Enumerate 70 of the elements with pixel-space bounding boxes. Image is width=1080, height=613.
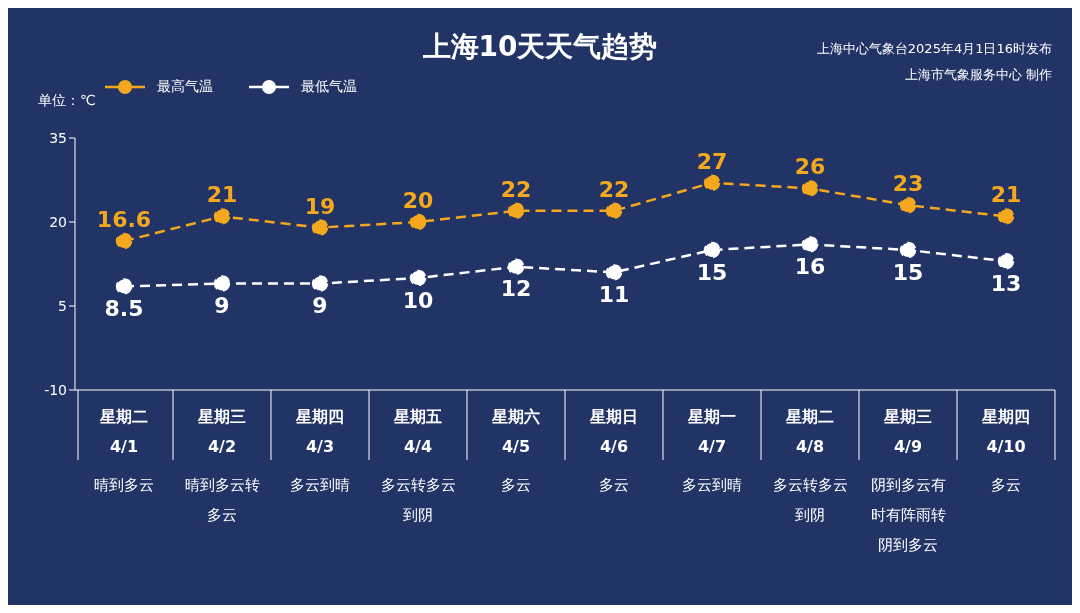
- data-label: 21: [206, 182, 238, 208]
- data-label: 16: [794, 254, 826, 280]
- x-tick-label: 星期三 4/9: [883, 407, 932, 456]
- point: [703, 174, 721, 192]
- data-label: 9: [214, 293, 230, 319]
- text: 多云: [501, 476, 531, 494]
- point: [703, 241, 721, 259]
- point: [801, 180, 819, 197]
- text: 多云: [599, 476, 629, 494]
- text: 晴到多云转多云: [184, 476, 260, 524]
- text: 多云转多云到阴: [772, 476, 848, 524]
- legend-label: 最低气温: [301, 78, 357, 96]
- x-tick-label: 星期四 4/3: [295, 407, 344, 456]
- point: [409, 213, 427, 231]
- x-tick-label: 星期一 4/7: [687, 407, 736, 456]
- point: [115, 232, 133, 250]
- text: 上海中心气象台2025年4月1日16时发布: [816, 40, 1052, 58]
- point: [997, 208, 1015, 225]
- data-label: 12: [500, 276, 532, 302]
- data-label: 10: [402, 287, 434, 313]
- text: 阴到多云有时有阵雨转阴到多云: [870, 476, 946, 554]
- point: [409, 269, 427, 287]
- data-label: 22: [500, 176, 532, 202]
- y-axis-title: 单位：℃: [38, 92, 96, 110]
- data-label: 20: [402, 188, 434, 213]
- data-label: 9: [312, 293, 328, 319]
- x-tick-label: 星期二 4/1: [99, 407, 148, 456]
- data-label: 22: [598, 176, 630, 202]
- text: 多云到晴: [682, 476, 742, 494]
- x-tick-label: 星期六 4/5: [491, 407, 540, 456]
- y-tick-label: -10: [44, 381, 67, 398]
- text: 多云转多云到阴: [380, 476, 456, 524]
- point: [213, 208, 231, 225]
- data-label: 23: [892, 171, 924, 197]
- y-tick-label: 5: [58, 297, 67, 314]
- x-tick-label: 星期三 4/2: [197, 407, 246, 456]
- text: 多云: [991, 476, 1021, 494]
- legend-label: 最高气温: [157, 78, 213, 96]
- y-tick-label: 35: [49, 129, 67, 146]
- point: [801, 236, 819, 253]
- data-label: 13: [990, 270, 1022, 296]
- point: [997, 252, 1015, 270]
- point: [899, 241, 917, 259]
- point: [507, 202, 525, 220]
- text: 上海市气象服务中心 制作: [903, 66, 1052, 84]
- data-label: 15: [892, 259, 924, 285]
- text: 多云到晴: [290, 476, 350, 494]
- data-label: 19: [304, 193, 336, 219]
- data-label: 15: [696, 259, 728, 285]
- point: [507, 258, 525, 276]
- point: [311, 219, 329, 236]
- point: [213, 275, 231, 292]
- point: [605, 264, 623, 281]
- data-label: 27: [696, 148, 728, 174]
- x-tick-label: 星期二 4/8: [785, 407, 834, 456]
- x-tick-label: 星期日 4/6: [589, 407, 638, 456]
- point: [899, 196, 917, 214]
- point: [115, 278, 133, 295]
- text: 晴到多云: [94, 476, 154, 494]
- data-label: 16.6: [96, 207, 152, 233]
- y-tick-label: 20: [49, 213, 67, 230]
- data-label: 26: [794, 154, 826, 180]
- data-label: 8.5: [104, 296, 144, 322]
- point: [605, 202, 623, 220]
- chart-title: 上海10天天气趋势: [422, 30, 658, 63]
- point: [311, 275, 329, 292]
- x-tick-label: 星期五 4/4: [393, 407, 442, 456]
- data-label: 21: [990, 182, 1022, 208]
- x-tick-label: 星期四 4/10: [981, 407, 1030, 456]
- data-label: 11: [598, 282, 630, 308]
